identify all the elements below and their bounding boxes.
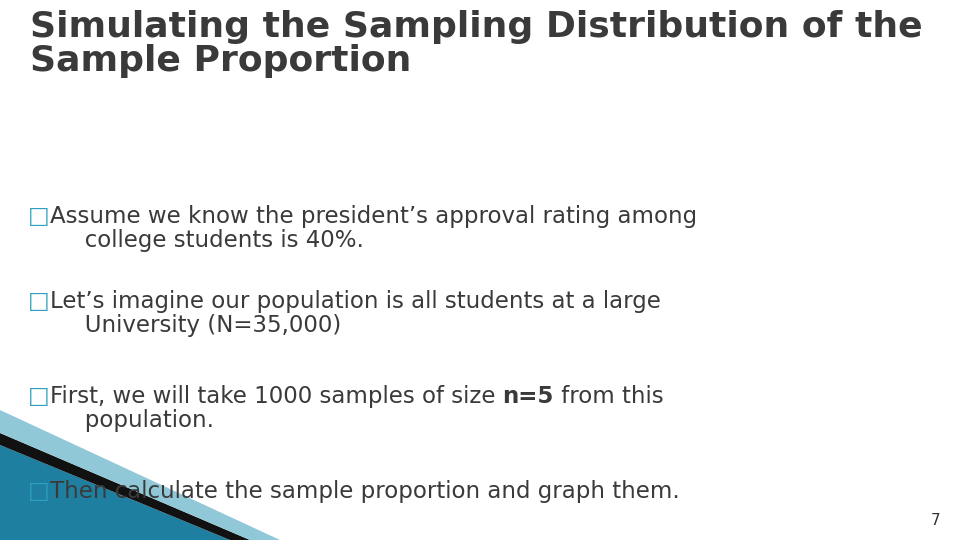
Text: Let’s imagine our population is all students at a large: Let’s imagine our population is all stud… <box>50 290 660 313</box>
Text: □: □ <box>28 290 50 313</box>
Polygon shape <box>0 410 280 540</box>
Text: n=5: n=5 <box>502 385 554 408</box>
Text: University (N=35,000): University (N=35,000) <box>63 314 341 337</box>
Text: from this: from this <box>554 385 663 408</box>
Text: population.: population. <box>63 409 214 432</box>
Text: 7: 7 <box>930 513 940 528</box>
Text: college students is 40%.: college students is 40%. <box>63 229 364 252</box>
Text: □: □ <box>28 205 50 228</box>
Text: □: □ <box>28 480 50 503</box>
Text: First, we will take 1000 samples of size: First, we will take 1000 samples of size <box>50 385 502 408</box>
Text: Sample Proportion: Sample Proportion <box>30 44 412 78</box>
Text: Then calculate the sample proportion and graph them.: Then calculate the sample proportion and… <box>50 480 680 503</box>
Polygon shape <box>0 433 250 540</box>
Text: Assume we know the president’s approval rating among: Assume we know the president’s approval … <box>50 205 697 228</box>
Polygon shape <box>0 445 230 540</box>
Text: Simulating the Sampling Distribution of the: Simulating the Sampling Distribution of … <box>30 10 923 44</box>
Text: □: □ <box>28 385 50 408</box>
